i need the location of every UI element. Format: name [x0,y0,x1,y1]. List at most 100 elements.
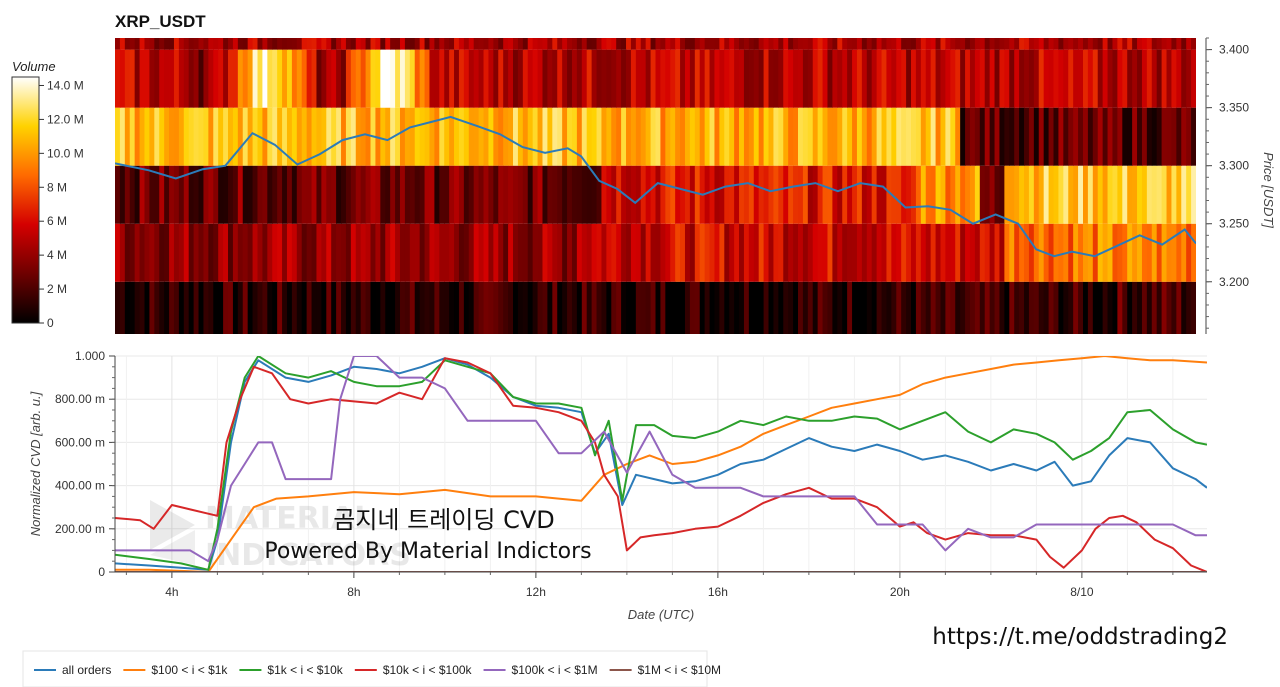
heatmap-cell [581,281,588,334]
heatmap-cell [999,107,1005,166]
heatmap-cell [350,49,357,108]
heatmap-cell [277,38,283,50]
heatmap-cell [670,49,676,108]
cvd-series-line [115,356,1207,571]
heatmap-cell [935,165,942,224]
heatmap-cell [449,49,455,108]
heatmap-cell [468,165,475,224]
heatmap-cell [1122,223,1128,282]
heatmap-cell [542,223,548,282]
heatmap-cell [1166,223,1173,282]
heatmap-cell [360,281,367,334]
heatmap-cell [144,49,150,108]
heatmap-cell [793,49,799,108]
heatmap-cell [920,38,927,50]
heatmap-cell [198,107,205,166]
heatmap-cell [645,38,652,50]
heatmap-cell [1132,49,1138,108]
heatmap-cell [350,38,357,50]
heatmap-cell [380,107,386,166]
heatmap-cell [463,38,470,50]
heatmap-cell [630,38,637,50]
heatmap-cell [1127,49,1133,108]
heatmap-cell [802,107,809,166]
heatmap-cell [940,49,946,108]
heatmap-cell [1166,49,1173,108]
heatmap-cell [552,281,558,334]
heatmap-cell [1137,38,1143,50]
heatmap-cell [989,38,996,50]
heatmap-cell [714,107,720,166]
heatmap-cell [355,49,362,108]
heatmap-cell [842,107,848,166]
heatmap-cell [1019,49,1025,108]
heatmap-cell [960,281,966,334]
heatmap-cell [1038,223,1045,282]
heatmap-cell [852,223,858,282]
heatmap-cell [788,223,794,282]
heatmap-cell [650,107,657,166]
heatmap-cell [1122,49,1128,108]
heatmap-cell [473,38,480,50]
heatmap-cell [390,223,396,282]
heatmap-cell [434,281,440,334]
heatmap-cell [1176,223,1182,282]
cvd-series-line [115,357,1207,571]
heatmap-cell [1146,223,1153,282]
heatmap-cell [1137,281,1143,334]
heatmap-cell [463,281,470,334]
heatmap-cell [1082,49,1089,108]
heatmap-cell [321,165,327,224]
heatmap-cell [385,49,391,108]
heatmap-cell [994,38,1001,50]
heatmap-cell [498,165,504,224]
heatmap-cell [945,107,951,166]
heatmap-cell [1063,38,1069,50]
heatmap-cell [1019,107,1025,166]
heatmap-cell [704,107,711,166]
heatmap-cell [876,165,883,224]
heatmap-cell [208,107,214,166]
heatmap-cell [974,281,981,334]
heatmap-cell [847,107,853,166]
heatmap-cell [601,49,607,108]
heatmap-cell [262,165,268,224]
heatmap-cell [748,165,755,224]
heatmap-cell [296,107,303,166]
heatmap-cell [665,165,671,224]
heatmap-cell [591,38,598,50]
heatmap-cell [793,281,799,334]
heatmap-cell [355,165,362,224]
heatmap-cell [739,38,745,50]
heatmap-cell [119,223,126,282]
legend-label: $1k < i < $10k [267,663,343,677]
heatmap-cell [1014,49,1020,108]
heatmap-cell [1137,49,1143,108]
heatmap-cell [748,223,755,282]
heatmap-cell [404,38,411,50]
heatmap-cell [802,165,809,224]
heatmap-cell [473,49,480,108]
heatmap-cell [262,223,268,282]
heatmap-cell [321,281,327,334]
heatmap-cell [488,107,494,166]
heatmap-cell [925,165,932,224]
heatmap-cell [252,38,259,50]
heatmap-cell [1112,281,1118,334]
heatmap-cell [626,49,632,108]
heatmap-cell [547,38,553,50]
heatmap-cell [1073,107,1079,166]
colorbar-title: Volume [12,59,56,74]
heatmap-cell [680,165,686,224]
heatmap-cell [115,223,121,282]
telegram-link[interactable]: https://t.me/oddstrading2 [932,624,1228,650]
heatmap-cell [920,107,927,166]
heatmap-cell [498,107,504,166]
heatmap-cell [1112,107,1118,166]
heatmap-cell [208,165,214,224]
colorbar [11,76,40,324]
heatmap-cell [635,49,642,108]
heatmap-cell [768,49,775,108]
heatmap-cell [503,281,509,334]
heatmap-cell [616,223,622,282]
